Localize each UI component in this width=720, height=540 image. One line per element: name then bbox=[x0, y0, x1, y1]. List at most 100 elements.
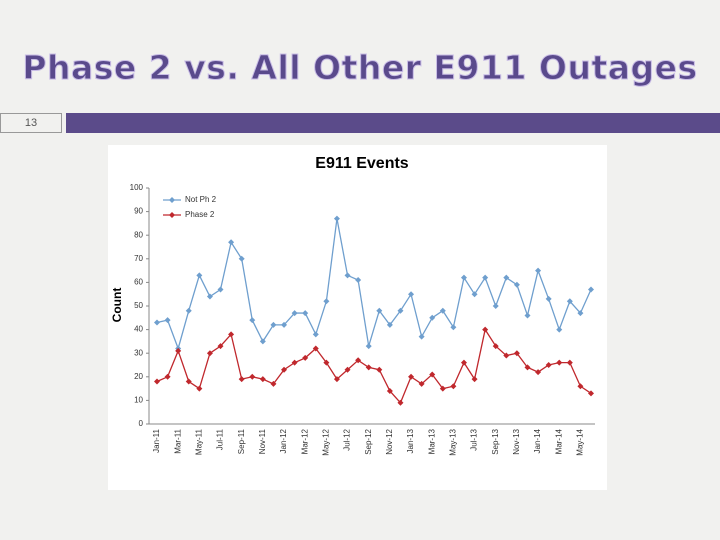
slide-number: 13 bbox=[0, 113, 62, 133]
data-point bbox=[566, 298, 573, 305]
y-tick-label: 100 bbox=[130, 183, 144, 192]
data-point bbox=[460, 359, 467, 366]
data-point bbox=[588, 286, 594, 293]
data-point bbox=[418, 380, 425, 387]
data-point bbox=[365, 364, 372, 371]
data-point bbox=[524, 312, 531, 319]
data-point bbox=[429, 371, 436, 378]
data-point bbox=[249, 317, 256, 324]
x-tick-label: Jul-11 bbox=[216, 428, 225, 450]
data-point bbox=[503, 274, 510, 281]
x-tick-label: Mar-11 bbox=[173, 428, 182, 453]
y-tick-label: 70 bbox=[134, 254, 143, 263]
y-tick-label: 40 bbox=[134, 325, 143, 334]
x-tick-label: Jan-13 bbox=[406, 428, 415, 453]
series-line bbox=[156, 218, 592, 351]
x-tick-label: Sep-11 bbox=[237, 428, 246, 454]
legend-marker bbox=[169, 197, 175, 203]
data-point bbox=[545, 295, 552, 302]
y-tick-label: 60 bbox=[134, 278, 143, 287]
data-point bbox=[408, 373, 415, 380]
data-point bbox=[206, 293, 213, 300]
x-tick-label: Nov-13 bbox=[512, 428, 521, 454]
data-point bbox=[556, 359, 563, 366]
data-point bbox=[535, 267, 542, 274]
data-point bbox=[291, 359, 298, 366]
x-tick-label: Mar-13 bbox=[427, 428, 436, 454]
y-tick-label: 80 bbox=[134, 230, 143, 239]
data-point bbox=[460, 274, 467, 281]
data-point bbox=[196, 385, 203, 392]
data-point bbox=[217, 343, 224, 350]
data-point bbox=[291, 310, 298, 317]
x-tick-label: May-13 bbox=[448, 428, 457, 455]
data-point bbox=[513, 281, 520, 288]
data-point bbox=[503, 352, 510, 359]
data-point bbox=[270, 380, 277, 387]
data-point bbox=[164, 373, 171, 380]
data-point bbox=[344, 366, 351, 373]
data-point bbox=[312, 331, 319, 338]
data-point bbox=[545, 362, 552, 368]
y-tick-label: 90 bbox=[134, 207, 143, 216]
data-point bbox=[259, 338, 266, 345]
x-tick-label: Sep-12 bbox=[364, 428, 373, 454]
data-point bbox=[397, 307, 404, 314]
data-point bbox=[323, 298, 330, 305]
data-point bbox=[588, 390, 594, 397]
slide-title: Phase 2 vs. All Other E911 Outages bbox=[22, 48, 698, 88]
data-point bbox=[471, 291, 478, 298]
data-point bbox=[482, 274, 489, 281]
y-tick-label: 50 bbox=[134, 301, 143, 310]
x-tick-label: Jul-13 bbox=[470, 428, 479, 450]
data-point bbox=[513, 350, 520, 357]
data-point bbox=[566, 359, 573, 366]
y-tick-label: 30 bbox=[134, 348, 143, 357]
data-point bbox=[312, 345, 319, 352]
data-point bbox=[154, 319, 160, 326]
y-axis-label: Count bbox=[110, 288, 124, 323]
data-point bbox=[323, 359, 330, 366]
x-tick-label: May-14 bbox=[576, 428, 585, 455]
data-point bbox=[196, 272, 203, 279]
data-point bbox=[238, 376, 245, 383]
x-tick-label: Mar-12 bbox=[300, 428, 309, 454]
x-tick-label: Jan-12 bbox=[279, 428, 288, 453]
chart-title: E911 Events bbox=[315, 155, 409, 172]
data-point bbox=[206, 350, 213, 357]
x-tick-label: Nov-11 bbox=[258, 428, 267, 454]
x-tick-label: Nov-12 bbox=[385, 428, 394, 454]
chart: E911 Events Count 0 10 20 30 40 50 60 70 80 90 100… bbox=[108, 145, 607, 490]
data-point bbox=[228, 331, 235, 338]
data-point bbox=[333, 376, 340, 383]
x-tick-label: Mar-14 bbox=[554, 428, 563, 454]
data-point bbox=[249, 373, 256, 380]
data-point bbox=[535, 369, 542, 376]
legend-label: Phase 2 bbox=[185, 210, 215, 219]
data-point bbox=[259, 376, 266, 383]
data-point bbox=[270, 321, 277, 328]
legend-label: Not Ph 2 bbox=[185, 195, 217, 204]
data-point bbox=[471, 376, 478, 383]
data-point bbox=[164, 317, 171, 324]
data-point bbox=[333, 215, 340, 222]
data-point bbox=[577, 310, 584, 317]
data-point bbox=[228, 239, 235, 246]
data-point bbox=[492, 303, 499, 309]
data-point bbox=[439, 307, 446, 314]
data-point bbox=[355, 277, 362, 284]
x-tick-label: May-12 bbox=[321, 428, 330, 455]
data-point bbox=[524, 364, 531, 371]
data-point bbox=[577, 383, 584, 390]
data-point bbox=[185, 378, 192, 385]
data-point bbox=[386, 387, 393, 394]
data-point bbox=[439, 385, 446, 392]
data-point bbox=[418, 333, 425, 340]
data-point bbox=[302, 310, 309, 317]
series-line bbox=[156, 327, 592, 404]
data-point bbox=[450, 324, 457, 331]
data-point bbox=[492, 343, 499, 350]
data-point bbox=[154, 378, 160, 385]
data-point bbox=[302, 354, 309, 361]
